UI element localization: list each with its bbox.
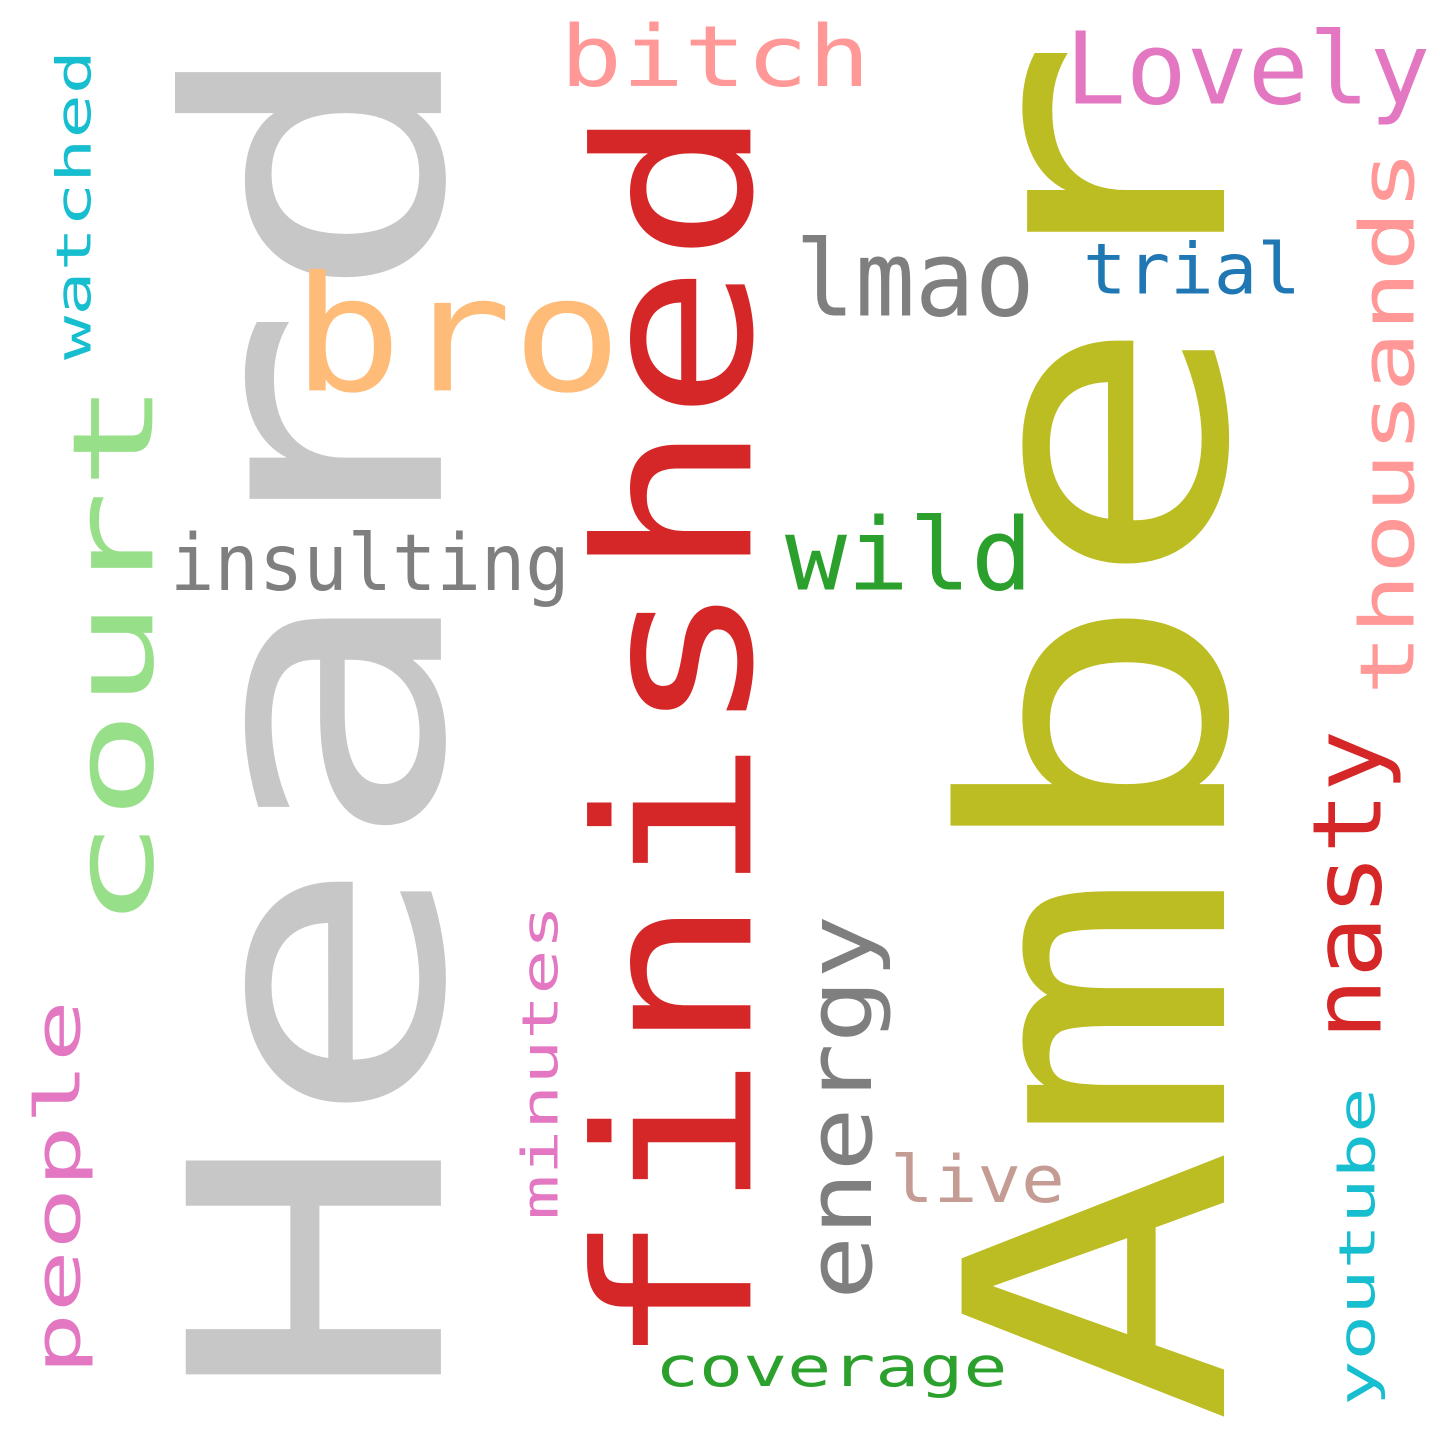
word-energy: energy: [787, 914, 893, 1300]
word-bro: bro: [292, 241, 623, 429]
word-youtube: youtube: [1327, 1087, 1387, 1406]
word-lmao: lmao: [795, 219, 1035, 341]
word-thousands: thousands: [1343, 149, 1432, 695]
word-coverage: coverage: [655, 1335, 1008, 1400]
word-minutes: minutes: [510, 904, 570, 1220]
word-court: court: [48, 380, 179, 931]
word-trial: trial: [1083, 229, 1301, 311]
word-bitch: bitch: [560, 7, 871, 107]
word-live: live: [890, 1143, 1065, 1218]
word-lovely: Lovely: [1065, 11, 1431, 128]
word-insulting: insulting: [170, 519, 570, 609]
word-people: people: [22, 999, 95, 1375]
word-watched: watched: [45, 49, 102, 360]
word-wild: wild: [785, 496, 1033, 614]
word-nasty: nasty: [1292, 729, 1403, 1040]
word-heard: Heard: [116, 29, 524, 1405]
